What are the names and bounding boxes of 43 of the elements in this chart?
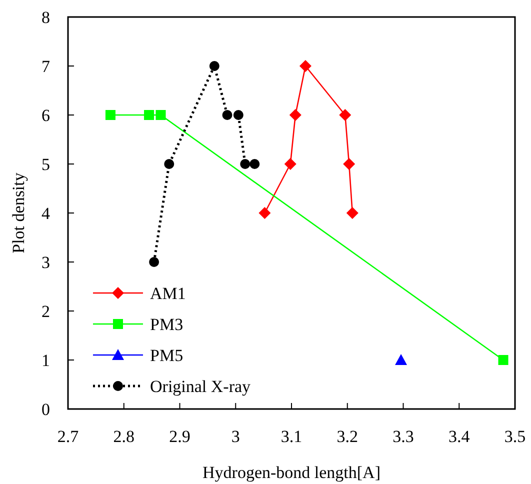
x-tick-label: 3.5 (504, 427, 526, 446)
point (250, 159, 260, 169)
x-axis-title: Hydrogen-bond length[A] (202, 463, 380, 482)
legend-label: AM1 (150, 284, 186, 303)
point (105, 110, 116, 120)
y-tick-label: 2 (42, 302, 50, 321)
x-tick-label: 2.9 (169, 427, 190, 446)
x-tick-label: 3.1 (280, 427, 302, 446)
y-tick-label: 6 (42, 106, 50, 125)
point (209, 61, 220, 71)
point (233, 110, 244, 120)
y-tick-label: 7 (42, 57, 50, 76)
legend-label: PM3 (150, 315, 184, 334)
point (339, 109, 352, 121)
point (289, 109, 302, 121)
point (149, 257, 160, 267)
point (284, 158, 296, 170)
legend-label: PM5 (150, 346, 184, 365)
y-tick-label: 5 (42, 155, 50, 174)
y-tick-label: 0 (42, 400, 50, 419)
x-tick-label: 3.3 (392, 427, 414, 446)
point (222, 110, 232, 120)
point (164, 159, 174, 169)
y-tick-label: 1 (42, 351, 50, 370)
y-tick-label: 8 (42, 8, 50, 27)
point (156, 110, 166, 120)
point (343, 158, 356, 170)
x-tick-label: 3 (231, 427, 240, 446)
y-axis-title: Plot density (9, 172, 28, 254)
x-tick-label: 2.8 (113, 427, 134, 446)
y-tick-label: 4 (42, 204, 50, 223)
point (346, 207, 358, 219)
x-tick-label: 2.7 (57, 427, 80, 446)
point (498, 355, 508, 365)
point (258, 207, 271, 219)
legend-label: Original X-ray (150, 377, 252, 396)
point (299, 60, 312, 72)
point (395, 354, 408, 365)
y-tick-label: 3 (42, 253, 50, 272)
point (240, 159, 250, 169)
x-tick-label: 3.2 (336, 427, 358, 446)
point (144, 110, 154, 120)
x-tick-label: 3.4 (448, 427, 470, 446)
